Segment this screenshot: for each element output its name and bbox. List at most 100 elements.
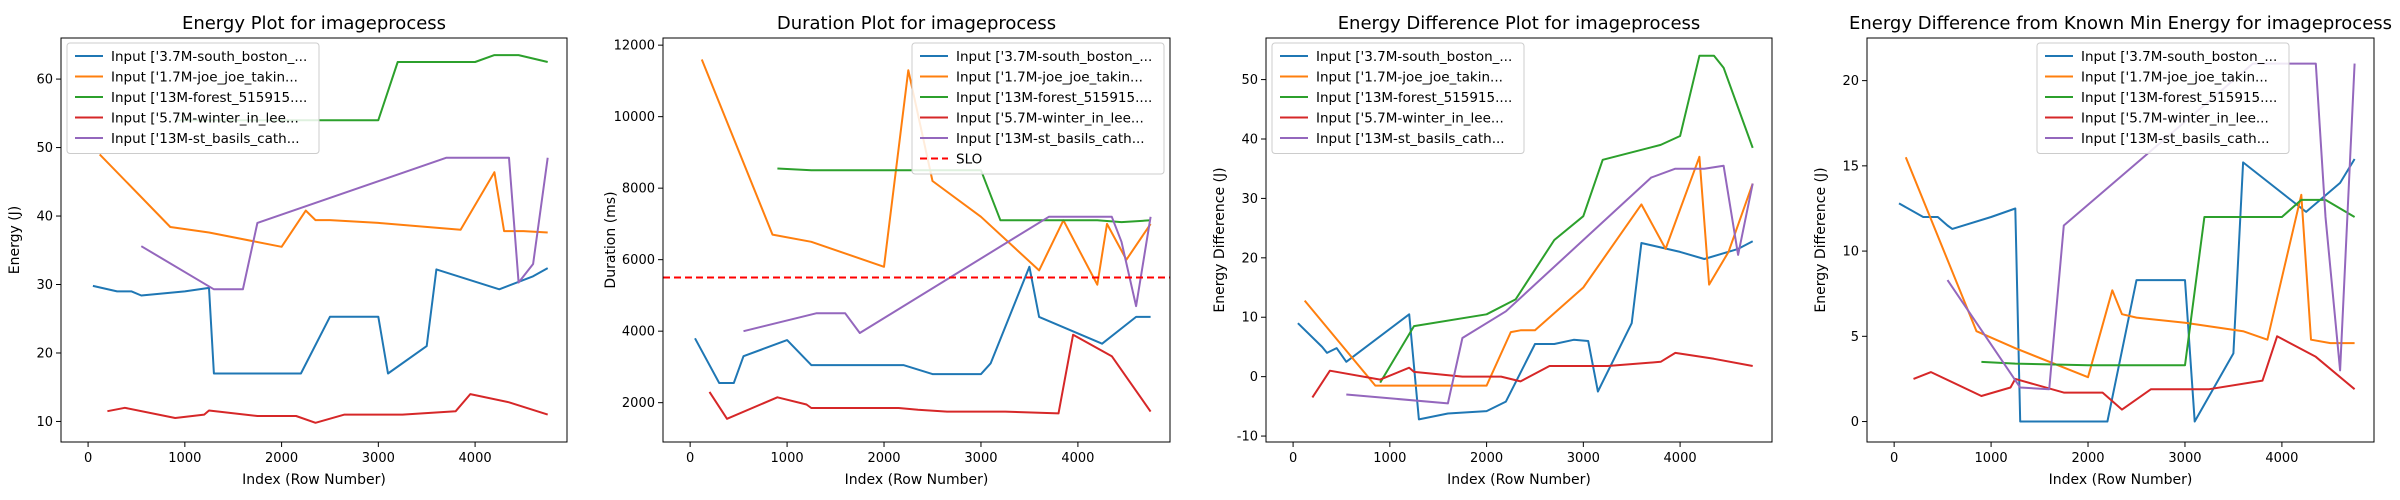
- legend-entry: Input ['5.7M-winter_in_lee...: [2081, 111, 2269, 127]
- y-tick-label: 60: [36, 73, 53, 88]
- legend-entry: Input ['13M-forest_515915....: [1316, 90, 1512, 106]
- series-line-1: [92, 267, 549, 375]
- legend: Input ['3.7M-south_boston_... Input ['1.7…: [66, 42, 320, 154]
- plot-frame: [60, 37, 568, 443]
- series-line-5: [1346, 164, 1754, 405]
- y-axis-label: Energy Difference (J): [1813, 167, 1829, 312]
- y-tick-label: 20: [36, 346, 53, 361]
- x-tick-label: 0: [1890, 451, 1898, 466]
- y-tick-label: 30: [36, 278, 53, 293]
- y-tick-label: 50: [1241, 73, 1258, 88]
- x-tick-label: 1000: [168, 451, 201, 466]
- series-line-2: [98, 153, 548, 248]
- series-line-1: [1297, 240, 1754, 421]
- series-line-5: [140, 156, 549, 291]
- x-tick-label: 4000: [1664, 451, 1697, 466]
- y-tick-label: 4000: [622, 325, 655, 340]
- legend-box: [2036, 42, 2290, 154]
- series-line-4: [107, 393, 549, 424]
- series-line-3: [1981, 198, 2356, 367]
- x-tick-label: 2000: [867, 451, 900, 466]
- x-tick-label: 2000: [265, 451, 298, 466]
- y-tick-label: 10000: [614, 110, 655, 125]
- legend-entry: Input ['13M-st_basils_cath...: [2081, 131, 2270, 147]
- series-line-4: [1913, 335, 2356, 411]
- y-tick-label: 10: [1241, 311, 1258, 326]
- legend-entry: Input ['3.7M-south_boston_...: [111, 49, 307, 65]
- legend-entry: Input ['5.7M-winter_in_lee...: [111, 111, 299, 127]
- x-tick-label: 0: [84, 451, 92, 466]
- legend: Input ['3.7M-south_boston_... Input ['1.7…: [2036, 42, 2290, 154]
- series-line-2: [1904, 156, 2355, 379]
- chart-title: Energy Plot for imageprocess: [182, 13, 446, 34]
- y-tick-label: 40: [36, 210, 53, 225]
- y-tick-label: -10: [1237, 430, 1258, 445]
- y-axis-label: Energy (J): [7, 206, 23, 275]
- y-tick-label: 0: [1851, 415, 1859, 430]
- x-tick-label: 3000: [1567, 451, 1600, 466]
- legend-entry: Input ['13M-st_basils_cath...: [1316, 131, 1505, 147]
- chart-title: Duration Plot for imageprocess: [777, 13, 1056, 34]
- x-tick-label: 3000: [2168, 451, 2201, 466]
- x-axis-label: Index (Row Number): [2049, 472, 2193, 488]
- x-tick-label: 0: [686, 451, 694, 466]
- y-tick-label: 20: [1241, 251, 1258, 266]
- series-line-1: [1898, 158, 2356, 423]
- legend-box: [911, 42, 1165, 175]
- y-tick-label: 0: [1250, 370, 1258, 385]
- y-tick-label: 10: [1842, 245, 1859, 260]
- legend-box: [1271, 42, 1525, 154]
- legend-entry: Input ['1.7M-joe_joe_takin...: [111, 70, 298, 86]
- legend-box: [66, 42, 320, 154]
- legend-entry: Input ['1.7M-joe_joe_takin...: [2081, 70, 2268, 86]
- x-tick-label: 4000: [2265, 451, 2298, 466]
- y-tick-label: 5: [1851, 330, 1859, 345]
- series-line-5: [743, 215, 1152, 334]
- x-tick-label: 4000: [1061, 451, 1094, 466]
- x-axis-label: Index (Row Number): [242, 472, 386, 488]
- chart-panel-2: Duration Plot for imageprocess 0 1000 2000 3…: [603, 13, 1171, 488]
- chart-panel-4: Energy Difference from Known Min Energy …: [1813, 13, 2392, 488]
- chart-title: Energy Difference from Known Min Energy …: [1849, 13, 2392, 34]
- x-tick-label: 0: [1289, 451, 1297, 466]
- x-axis-label: Index (Row Number): [1447, 472, 1591, 488]
- series-line-4: [1311, 351, 1753, 398]
- series-line-2: [1303, 155, 1754, 387]
- series-line-2: [700, 59, 1152, 286]
- y-tick-label: 20: [1842, 74, 1859, 89]
- y-tick-label: 8000: [622, 182, 655, 197]
- x-tick-label: 3000: [362, 451, 395, 466]
- y-axis-label: Energy Difference (J): [1212, 167, 1228, 312]
- plot-frame: [662, 37, 1171, 443]
- x-tick-label: 1000: [1975, 451, 2008, 466]
- y-tick-label: 50: [36, 141, 53, 156]
- chart-panel-3: Energy Difference Plot for imageprocess 0…: [1212, 13, 1773, 488]
- x-tick-label: 3000: [964, 451, 997, 466]
- x-tick-label: 4000: [459, 451, 492, 466]
- x-tick-label: 1000: [1373, 451, 1406, 466]
- y-axis-label: Duration (ms): [603, 191, 619, 288]
- legend-entry: Input ['13M-forest_515915....: [956, 90, 1152, 106]
- legend-entry: Input ['13M-forest_515915....: [111, 90, 307, 106]
- x-tick-label: 2000: [2071, 451, 2104, 466]
- series-line-3: [1379, 54, 1754, 384]
- y-tick-label: 10: [36, 415, 53, 430]
- legend-entry: Input ['5.7M-winter_in_lee...: [956, 111, 1144, 127]
- plot-frame: [1265, 37, 1773, 443]
- legend-entry: Input ['1.7M-joe_joe_takin...: [1316, 70, 1503, 86]
- y-tick-label: 6000: [622, 253, 655, 268]
- legend-entry: Input ['1.7M-joe_joe_takin...: [956, 70, 1143, 86]
- series-line-3: [777, 167, 1151, 224]
- legend: Input ['3.7M-south_boston_... Input ['1.7…: [1271, 42, 1525, 154]
- y-tick-label: 12000: [614, 39, 655, 54]
- x-axis-label: Index (Row Number): [845, 472, 989, 488]
- y-tick-label: 30: [1241, 192, 1258, 207]
- chart-panel-1: Energy Plot for imageprocess 0 1000 2000 300…: [7, 13, 568, 488]
- x-tick-label: 1000: [771, 451, 804, 466]
- y-tick-label: 2000: [622, 396, 655, 411]
- legend-entry: Input ['3.7M-south_boston_...: [2081, 49, 2277, 65]
- series-line-4: [708, 333, 1152, 420]
- legend-entry: Input ['3.7M-south_boston_...: [1316, 49, 1512, 65]
- y-tick-label: 15: [1842, 159, 1859, 174]
